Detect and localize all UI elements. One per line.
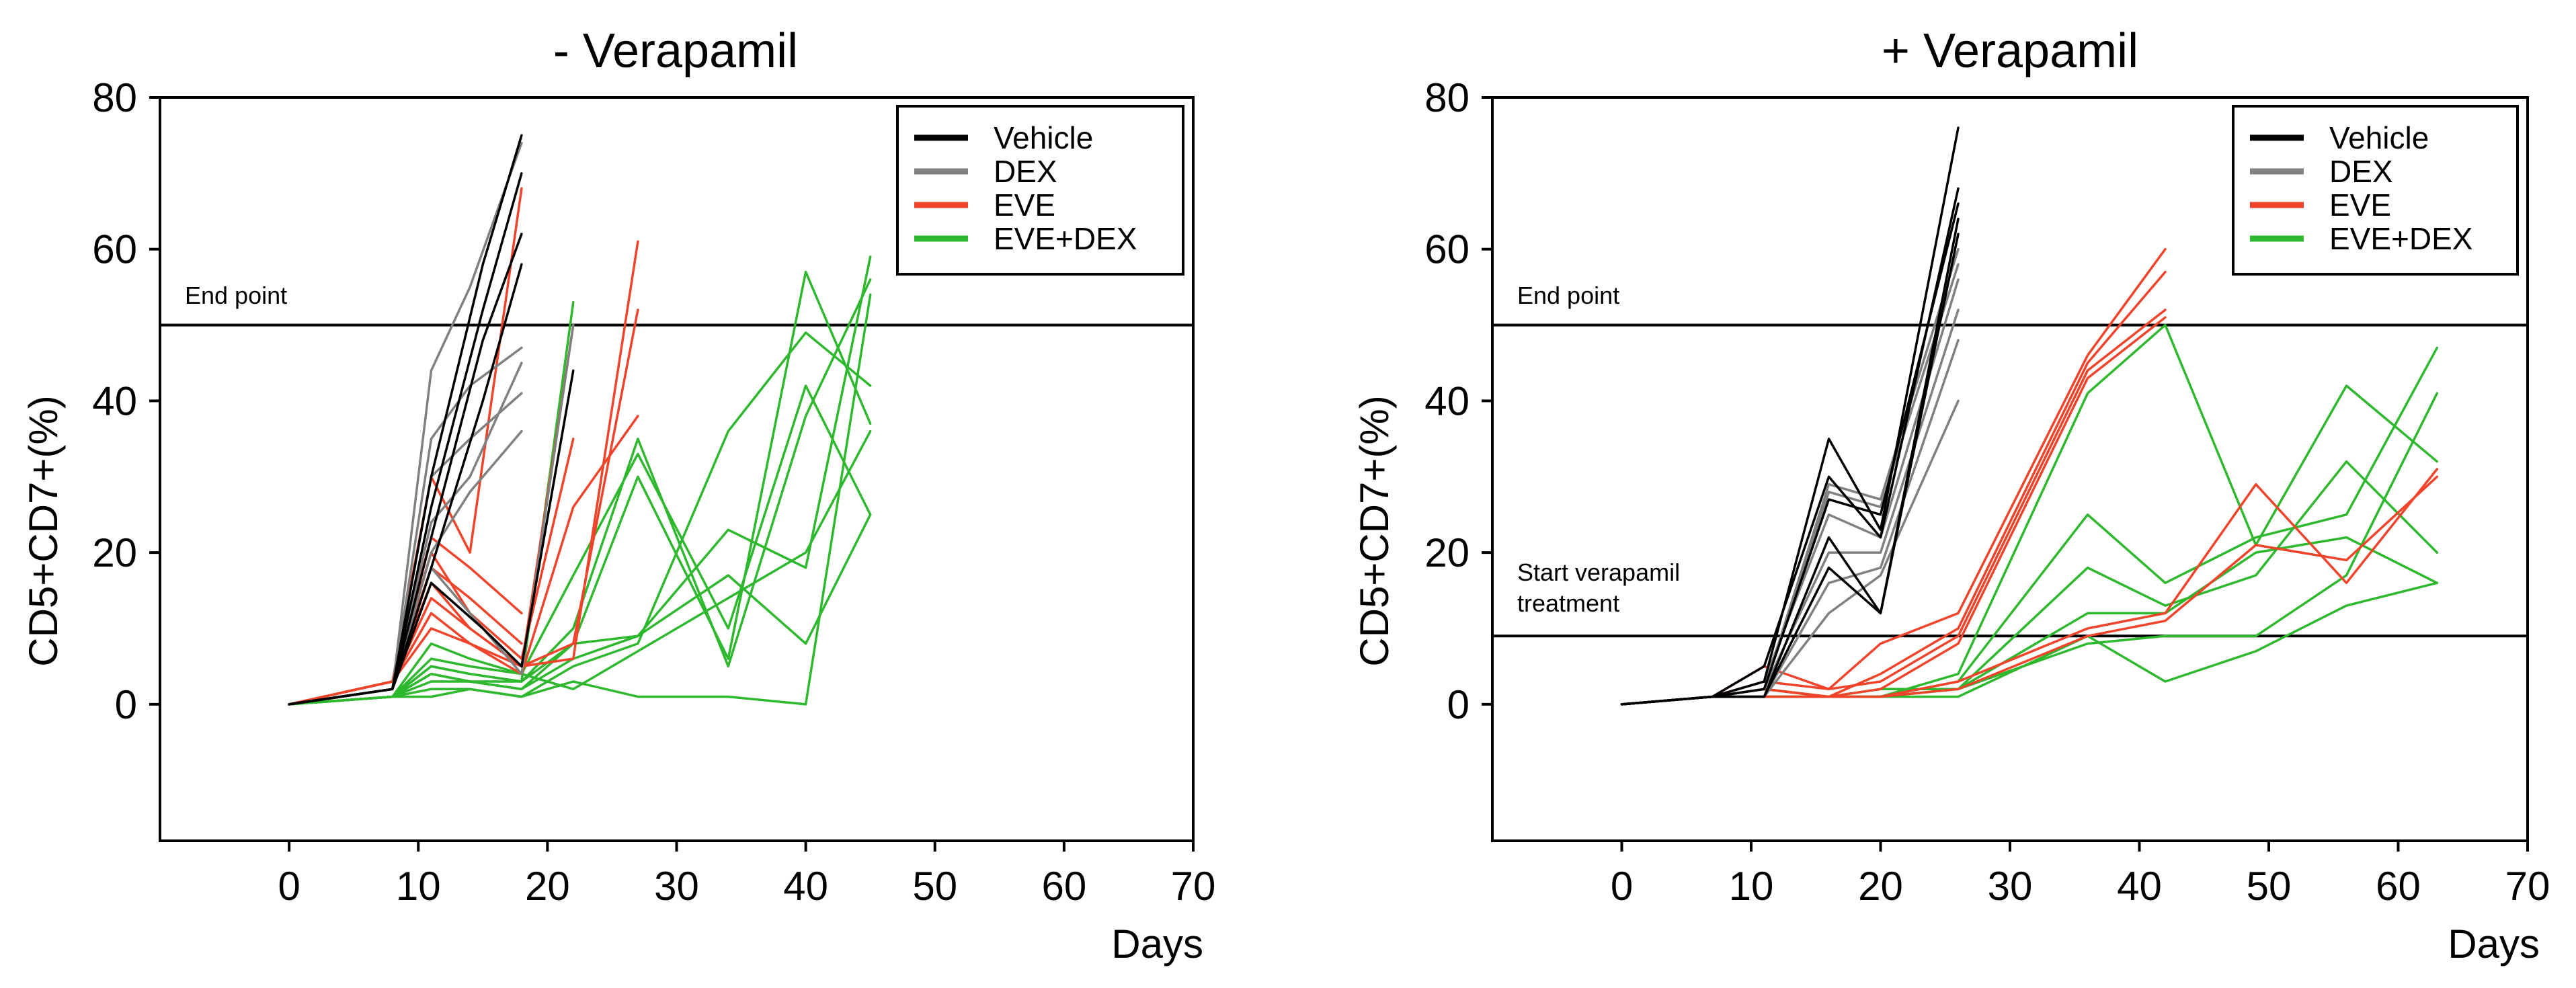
- x-tick-label: 50: [912, 864, 957, 909]
- reference-lines: [1492, 323, 2528, 638]
- legend-label-eve: EVE: [994, 188, 1055, 222]
- x-tick-label: 40: [2117, 864, 2162, 909]
- x-tick-label: 10: [396, 864, 441, 909]
- chart-title: + Verapamil: [1882, 24, 2138, 78]
- y-tick-label: 20: [92, 530, 137, 575]
- x-tick-label: 70: [2505, 864, 2550, 909]
- y-tick-label: 60: [1424, 227, 1470, 272]
- y-axis-label: CD5+CD7+(%): [21, 395, 66, 666]
- legend-label-eve: EVE: [2329, 188, 2391, 222]
- x-tick-label: 70: [1171, 864, 1216, 909]
- legend-label-eve-dex: EVE+DEX: [994, 221, 1137, 256]
- x-axis-label: Days: [2448, 921, 2540, 966]
- y-tick-label: 0: [115, 682, 137, 727]
- x-tick-label: 30: [654, 864, 699, 909]
- series-line-vehicle-4: [1620, 217, 1960, 706]
- x-tick-label: 50: [2247, 864, 2292, 909]
- series-line-eve-dex-25: [288, 293, 872, 706]
- y-tick-label: 80: [1424, 75, 1470, 120]
- axes-layer: 0 10 20 30 40 50 60 70 0 20 40 60 80: [1424, 75, 2550, 909]
- x-tick-label: 10: [1729, 864, 1774, 909]
- legend-label-vehicle: Vehicle: [2329, 120, 2429, 155]
- series-line-vehicle-2: [288, 134, 523, 706]
- annotation-start-verapamil-text: Start verapamil: [1517, 559, 1680, 586]
- annotation-end-point: End point: [185, 282, 287, 309]
- x-tick-label: 20: [525, 864, 570, 909]
- x-tick-label: 30: [1988, 864, 2033, 909]
- series-line-eve-dex-23: [1620, 581, 2439, 706]
- series-layer: [288, 134, 872, 706]
- legend-label-eve-dex: EVE+DEX: [2329, 221, 2473, 256]
- chart-title: - Verapamil: [553, 24, 798, 78]
- series-line-eve-dex-21: [288, 278, 872, 706]
- x-tick-label: 0: [278, 864, 300, 909]
- series-line-vehicle-3: [1620, 202, 1960, 706]
- series-line-eve-dex-20: [288, 384, 872, 706]
- y-tick-label: 60: [92, 227, 137, 272]
- y-tick-label: 40: [1424, 378, 1470, 423]
- x-tick-label: 0: [1611, 864, 1633, 909]
- annotation-start-verapamil: Start verapamil treatment: [1517, 559, 1687, 617]
- legend-label-dex: DEX: [2329, 154, 2393, 189]
- axes-layer: 0 10 20 30 40 50 60 70 0 20 40 60 80: [92, 75, 1215, 909]
- chart-panel-right: + Verapamil CD5+CD7+(%) Days 0 10 20 30 40 50…: [1352, 24, 2550, 966]
- chart-panel-left: - Verapamil CD5+CD7+(%) Days 0 10 20 30 40 50…: [21, 24, 1215, 966]
- x-tick-label: 60: [2376, 864, 2421, 909]
- y-tick-label: 80: [92, 75, 137, 120]
- series-line-eve-dex-23: [288, 255, 872, 706]
- series-line-vehicle-5: [1620, 233, 1960, 706]
- series-line-eve-18: [288, 308, 639, 706]
- series-line-eve-17: [288, 240, 639, 706]
- legend-label-dex: DEX: [994, 154, 1057, 189]
- legend-label-vehicle: Vehicle: [994, 120, 1093, 155]
- series-line-eve-16: [1620, 468, 2439, 706]
- annotation-end-point: End point: [1517, 282, 1619, 309]
- y-tick-label: 0: [1447, 682, 1470, 727]
- legend-box: [896, 105, 1184, 276]
- legend: Vehicle DEX EVE EVE+DEX: [2232, 105, 2519, 276]
- series-line-eve-dex-26: [288, 429, 872, 706]
- y-tick-label: 20: [1424, 530, 1470, 575]
- x-axis-label: Days: [1111, 921, 1203, 966]
- series-line-dex-8: [1620, 278, 1960, 706]
- series-layer: [1620, 126, 2439, 706]
- y-tick-label: 40: [92, 378, 137, 423]
- x-tick-label: 20: [1858, 864, 1903, 909]
- series-line-eve-dex-19: [1620, 346, 2439, 706]
- legend: Vehicle DEX EVE EVE+DEX: [896, 105, 1184, 276]
- annotation-start-verapamil-text-line2: treatment: [1517, 589, 1619, 617]
- y-axis-label: CD5+CD7+(%): [1352, 395, 1397, 666]
- series-line-vehicle-5: [288, 369, 575, 706]
- legend-box: [2232, 105, 2519, 276]
- x-tick-label: 60: [1042, 864, 1087, 909]
- x-tick-label: 40: [783, 864, 828, 909]
